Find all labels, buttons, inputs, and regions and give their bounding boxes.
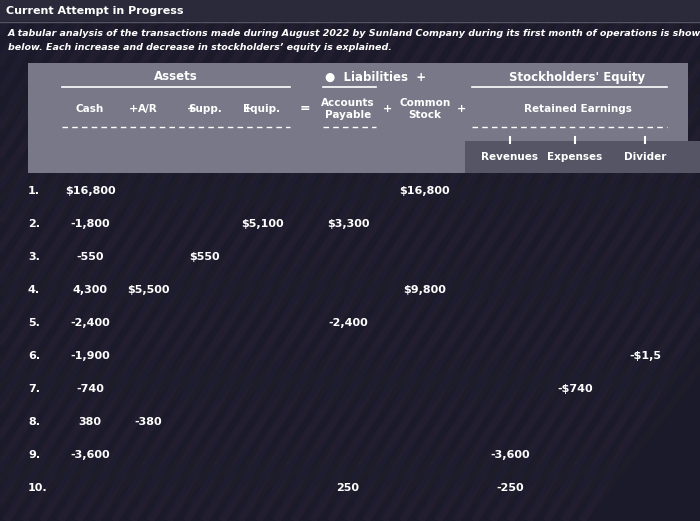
Bar bbox=[465, 141, 700, 173]
Text: $5,100: $5,100 bbox=[241, 219, 284, 229]
Text: Retained Earnings: Retained Earnings bbox=[524, 104, 631, 114]
Bar bbox=[28, 63, 688, 173]
Text: 7.: 7. bbox=[28, 384, 40, 394]
Text: 1.: 1. bbox=[28, 186, 40, 196]
Text: +: + bbox=[457, 104, 467, 114]
Text: $16,800: $16,800 bbox=[400, 186, 450, 196]
Text: below. Each increase and decrease in stockholders’ equity is explained.: below. Each increase and decrease in sto… bbox=[8, 43, 392, 53]
Text: $3,300: $3,300 bbox=[327, 219, 370, 229]
Text: 380: 380 bbox=[78, 417, 102, 427]
Text: 2.: 2. bbox=[28, 219, 40, 229]
Text: $9,800: $9,800 bbox=[404, 285, 447, 295]
Text: -1,900: -1,900 bbox=[70, 351, 110, 361]
Text: -1,800: -1,800 bbox=[70, 219, 110, 229]
Text: $550: $550 bbox=[190, 252, 220, 262]
Text: -550: -550 bbox=[76, 252, 104, 262]
Text: -2,400: -2,400 bbox=[70, 318, 110, 328]
Text: 3.: 3. bbox=[28, 252, 40, 262]
Text: -$1,5: -$1,5 bbox=[629, 351, 661, 361]
Text: Cash: Cash bbox=[76, 104, 104, 114]
Text: Assets: Assets bbox=[154, 70, 198, 83]
Text: 4,300: 4,300 bbox=[73, 285, 108, 295]
Text: Supp.: Supp. bbox=[188, 104, 222, 114]
Text: A/R: A/R bbox=[138, 104, 158, 114]
Text: Accounts
Payable: Accounts Payable bbox=[321, 98, 374, 120]
Text: Divider: Divider bbox=[624, 152, 666, 162]
Text: 250: 250 bbox=[337, 483, 360, 493]
Bar bbox=[0, 0, 700, 21]
Text: +: + bbox=[384, 104, 393, 114]
Text: $5,500: $5,500 bbox=[127, 285, 169, 295]
Text: -3,600: -3,600 bbox=[70, 450, 110, 460]
Text: +: + bbox=[186, 104, 195, 114]
Text: Current Attempt in Progress: Current Attempt in Progress bbox=[6, 6, 183, 16]
Text: ●  Liabilities  +: ● Liabilities + bbox=[325, 70, 426, 83]
Text: 5.: 5. bbox=[28, 318, 40, 328]
Text: =: = bbox=[300, 103, 310, 116]
Text: 6.: 6. bbox=[28, 351, 40, 361]
Text: +: + bbox=[130, 104, 139, 114]
Text: 8.: 8. bbox=[28, 417, 40, 427]
Text: +: + bbox=[244, 104, 253, 114]
Text: $16,800: $16,800 bbox=[64, 186, 116, 196]
Text: -2,400: -2,400 bbox=[328, 318, 368, 328]
Text: -250: -250 bbox=[496, 483, 524, 493]
Text: A tabular analysis of the transactions made during August 2022 by Sunland Compan: A tabular analysis of the transactions m… bbox=[8, 30, 700, 39]
Text: Expenses: Expenses bbox=[547, 152, 603, 162]
Text: -3,600: -3,600 bbox=[490, 450, 530, 460]
Text: -380: -380 bbox=[134, 417, 162, 427]
Text: -$740: -$740 bbox=[557, 384, 593, 394]
Text: Equip.: Equip. bbox=[244, 104, 281, 114]
Text: 9.: 9. bbox=[28, 450, 40, 460]
Text: Revenues: Revenues bbox=[482, 152, 538, 162]
Text: -740: -740 bbox=[76, 384, 104, 394]
Text: Common
Stock: Common Stock bbox=[400, 98, 451, 120]
Text: 4.: 4. bbox=[28, 285, 40, 295]
Text: 10.: 10. bbox=[28, 483, 48, 493]
Text: Stockholders' Equity: Stockholders' Equity bbox=[510, 70, 645, 83]
